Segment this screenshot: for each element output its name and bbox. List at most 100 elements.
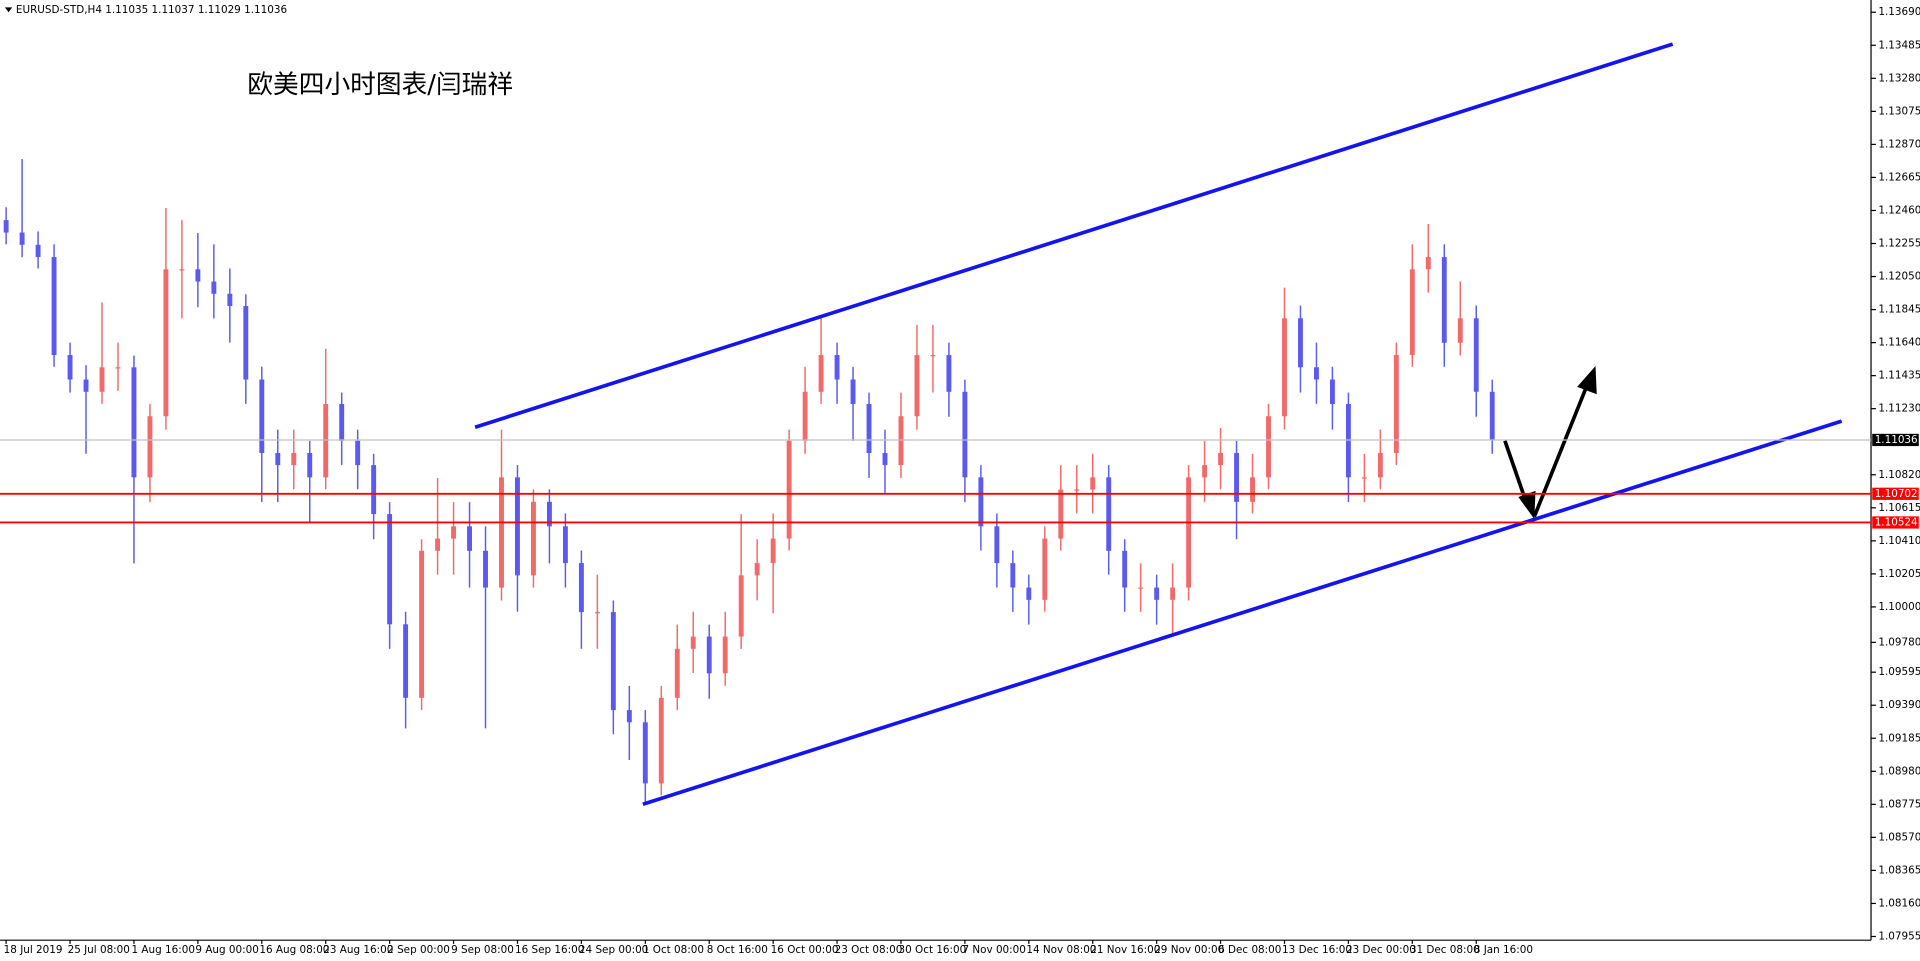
candle-body [131, 367, 137, 478]
candle-body [259, 379, 265, 454]
y-tick-label: 1.09780 [1878, 636, 1920, 648]
y-tick-label: 1.12460 [1878, 204, 1920, 216]
candle-body [291, 453, 297, 466]
candle-body [706, 636, 712, 674]
candle-body [786, 440, 792, 539]
candle-body [163, 269, 169, 417]
chart-header: EURUSD-STD,H4 1.11035 1.11037 1.11029 1.… [16, 4, 287, 16]
candle-body [323, 404, 329, 478]
x-tick-label: 21 Nov 16:00 [1090, 944, 1160, 956]
y-tick-label: 1.12050 [1878, 271, 1920, 283]
current-price-label: 1.11036 [1875, 434, 1918, 446]
candle-body [371, 465, 377, 515]
candle-body [1042, 538, 1048, 600]
x-tick-label: 23 Dec 00:00 [1346, 944, 1416, 956]
candle-body [626, 710, 632, 723]
candle-body [1202, 465, 1208, 478]
arrow-down-head [1518, 490, 1536, 520]
y-tick-label: 1.09390 [1878, 699, 1920, 711]
candle-body [770, 538, 776, 564]
arrow-down [1503, 440, 1529, 505]
x-tick-label: 9 Aug 00:00 [195, 944, 258, 956]
y-tick-label: 1.08365 [1878, 864, 1920, 876]
x-tick-label: 13 Dec 16:00 [1282, 944, 1352, 956]
candle-body [1170, 587, 1176, 600]
candle-body [1489, 391, 1495, 440]
x-tick-label: 23 Aug 16:00 [323, 944, 393, 956]
candle-body [674, 648, 680, 698]
x-tick-label: 1 Oct 08:00 [643, 944, 704, 956]
candle-body [642, 722, 648, 784]
candle-body [866, 404, 872, 454]
candle-body [211, 281, 217, 294]
candle-body [67, 355, 73, 380]
candle-body [1314, 367, 1319, 380]
candle-body [419, 550, 425, 698]
candle-body [850, 379, 856, 405]
x-tick-label: 14 Nov 08:00 [1026, 944, 1096, 956]
candle-body [1058, 489, 1064, 539]
level-label-box [1872, 487, 1919, 500]
candle-body [578, 563, 584, 613]
y-tick-label: 1.12870 [1878, 138, 1920, 150]
menu-arrow[interactable] [4, 7, 13, 13]
candle-body [515, 477, 520, 576]
y-tick-label: 1.10000 [1878, 601, 1920, 613]
quote-high: 1.11037 [152, 4, 195, 16]
candle-body [1345, 404, 1351, 478]
candle-body [1122, 550, 1128, 588]
x-tick-label: 7 Nov 00:00 [962, 944, 1025, 956]
candle-body [355, 440, 361, 466]
candle-body [307, 453, 313, 478]
candle-body [994, 526, 1000, 564]
y-tick-label: 1.12665 [1878, 171, 1920, 183]
y-tick-label: 1.10205 [1878, 568, 1920, 580]
candle-body [35, 244, 41, 258]
candle-body [818, 355, 824, 392]
quote-low: 1.11029 [198, 4, 241, 16]
x-tick-label: 1 Aug 16:00 [132, 944, 195, 956]
x-tick-label: 24 Sep 00:00 [579, 944, 648, 956]
candle-body [1186, 477, 1192, 588]
candle-body [946, 355, 952, 392]
y-tick-label: 1.11640 [1878, 337, 1920, 349]
candle-body [722, 636, 728, 674]
candle-body [1329, 379, 1335, 405]
candle-body [1218, 453, 1224, 466]
candle-body [1441, 257, 1447, 343]
candle-body [1250, 477, 1255, 502]
candle-body [1425, 257, 1431, 270]
candle-body [19, 232, 25, 245]
quote-close: 1.11036 [244, 4, 287, 16]
candle-body [1457, 318, 1463, 343]
candle-body [1393, 355, 1399, 454]
x-tick-label: 23 Oct 08:00 [835, 944, 903, 956]
candle-body [802, 391, 808, 441]
y-tick-label: 1.13485 [1878, 39, 1920, 51]
candle-body [610, 612, 616, 711]
candle-body [51, 257, 57, 356]
y-tick-label: 1.10410 [1878, 535, 1920, 547]
y-tick-label: 1.08980 [1878, 765, 1920, 777]
arrow-up [1532, 384, 1589, 518]
candle-body [339, 404, 345, 441]
y-tick-label: 1.10615 [1878, 502, 1920, 514]
candle-body [562, 526, 568, 564]
y-tick-label: 1.10820 [1878, 469, 1920, 481]
lower-trendline [642, 419, 1843, 807]
candle-body [467, 526, 472, 551]
current-price-box [1872, 433, 1919, 447]
y-tick-label: 1.13690 [1878, 6, 1920, 18]
candle-body [1154, 587, 1160, 600]
candle-body [227, 293, 233, 307]
candle-body [1409, 269, 1415, 356]
candle-body [978, 477, 984, 527]
candle-body [1074, 489, 1080, 491]
y-tick-label: 1.09185 [1878, 732, 1920, 744]
candle-body [738, 575, 744, 637]
candle-body [275, 453, 281, 466]
quote-open: 1.11035 [105, 4, 148, 16]
candle-body [1106, 477, 1112, 551]
x-tick-label: 8 Oct 16:00 [707, 944, 768, 956]
